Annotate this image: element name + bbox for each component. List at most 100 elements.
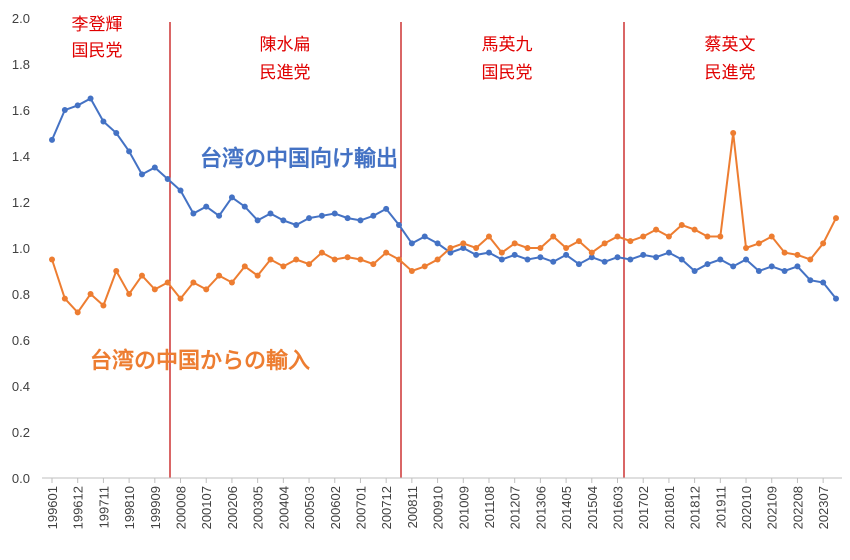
point [550, 258, 557, 265]
point [293, 256, 300, 263]
point [49, 256, 55, 263]
point [267, 210, 274, 217]
x-tick-label: 200701 [353, 486, 368, 529]
point [87, 95, 94, 102]
x-tick-label: 201009 [456, 486, 471, 529]
point [100, 118, 107, 125]
x-tick-label: 201812 [688, 486, 703, 529]
point [254, 272, 261, 279]
point [421, 233, 428, 240]
point [653, 254, 660, 261]
point [524, 245, 531, 251]
point [524, 256, 531, 263]
x-tick-label: 201911 [713, 486, 728, 528]
point [601, 240, 608, 247]
point [306, 261, 313, 268]
annotation: 民進党 [705, 63, 756, 83]
annotation: 李登輝 [72, 15, 123, 35]
point [190, 210, 197, 217]
point [396, 222, 403, 228]
x-tick-label: 200107 [199, 486, 214, 529]
point [383, 205, 390, 212]
point [665, 233, 672, 240]
point [421, 263, 428, 270]
point [627, 256, 634, 263]
point [550, 233, 557, 240]
point [408, 268, 415, 274]
y-tick-label: 1.2 [12, 195, 30, 210]
point [511, 251, 518, 258]
point [228, 194, 235, 201]
point [627, 238, 634, 245]
point [344, 254, 351, 261]
point [228, 279, 235, 286]
point [447, 249, 454, 256]
point [383, 249, 390, 256]
point [807, 277, 814, 284]
point [357, 256, 364, 263]
point [113, 268, 120, 274]
point [498, 249, 505, 256]
point [460, 240, 467, 247]
point [331, 210, 338, 217]
point [344, 215, 351, 222]
point [293, 222, 300, 228]
point [743, 256, 750, 263]
x-tick-label: 200206 [225, 486, 240, 529]
x-tick-label: 200811 [405, 486, 420, 528]
point [370, 261, 377, 268]
x-tick-label: 201603 [611, 486, 626, 529]
point [74, 309, 81, 316]
y-tick-label: 1.4 [12, 149, 30, 164]
point [781, 268, 788, 274]
point [588, 254, 595, 261]
point [177, 187, 184, 194]
point [794, 263, 801, 270]
point [434, 256, 441, 263]
point [730, 130, 737, 136]
point [138, 272, 145, 279]
point [575, 238, 582, 245]
point [678, 222, 685, 228]
point [511, 240, 518, 247]
annotation: 馬英九 [482, 35, 533, 55]
point [537, 254, 544, 261]
point [61, 107, 68, 113]
point [820, 240, 827, 247]
x-tick-label: 201504 [585, 486, 600, 529]
point [537, 245, 544, 251]
point [575, 261, 582, 268]
annotation: 蔡英文 [705, 35, 756, 55]
point [563, 251, 570, 258]
point [768, 233, 775, 240]
point [485, 249, 492, 256]
point [151, 286, 158, 293]
point [241, 203, 248, 210]
x-tick-label: 199909 [148, 486, 163, 529]
point [665, 249, 672, 256]
point [485, 233, 492, 240]
point [164, 279, 171, 286]
point [563, 245, 570, 251]
point [614, 233, 621, 240]
point [216, 272, 223, 279]
series-label: 台湾の中国向け輸出 [200, 146, 398, 172]
point [357, 217, 364, 224]
point [126, 291, 133, 297]
point [87, 291, 94, 297]
point [640, 251, 647, 258]
x-tick-label: 199810 [122, 486, 137, 529]
x-tick-label: 202010 [739, 486, 754, 529]
point [473, 251, 480, 258]
point [177, 295, 184, 302]
point [434, 240, 441, 247]
point [280, 263, 287, 270]
point [241, 263, 248, 270]
point [820, 279, 827, 286]
x-tick-label: 201108 [482, 486, 497, 528]
point [74, 102, 81, 109]
point [254, 217, 261, 224]
x-tick-label: 200008 [174, 486, 189, 529]
